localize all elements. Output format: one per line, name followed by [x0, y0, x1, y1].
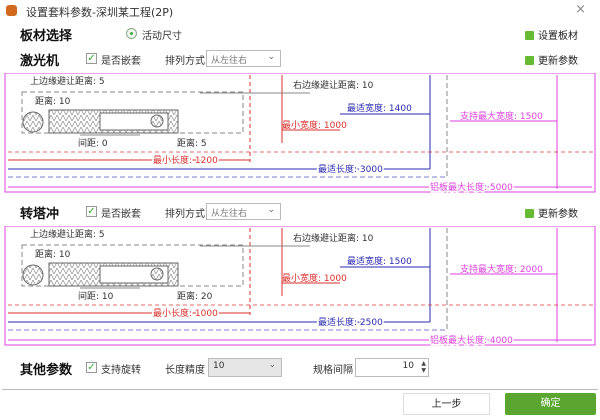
- stepper-arrows-icon[interactable]: ▲ ▼: [421, 360, 426, 374]
- max-length-label: 铝板最大长度: 5000: [430, 181, 513, 193]
- nest-checkbox[interactable]: ✓: [86, 206, 97, 217]
- update-params-button[interactable]: 更新参数: [525, 52, 578, 67]
- spacing-value: 10: [402, 361, 414, 371]
- spacing-stepper[interactable]: 10 ▲ ▼: [355, 358, 429, 377]
- max-width-label: 支持最大宽度: 2000: [460, 263, 543, 275]
- panel-label: 转塔冲: [20, 207, 60, 222]
- prev-step-button[interactable]: 上一步: [403, 393, 490, 415]
- min-length-label: 最小长度: 1200: [153, 154, 218, 166]
- max-board-outline: [4, 226, 596, 346]
- arrange-value: 从左往右: [211, 56, 248, 66]
- min-length-label: 最小长度: 1000: [153, 307, 218, 319]
- max-length-label: 铝板最大长度: 4000: [430, 334, 513, 346]
- rotate-label: 支持旋转: [101, 365, 141, 376]
- bottom-distance-label: 距离: 20: [177, 290, 213, 302]
- best-width-label: 最适宽度: 1400: [347, 102, 412, 114]
- set-board-label: 设置板材: [538, 31, 578, 42]
- update-params-button[interactable]: 更新参数: [525, 205, 578, 220]
- left-distance-label: 距离: 10: [35, 95, 71, 107]
- best-width-label: 最适宽度: 1500: [347, 255, 412, 267]
- app-icon: [6, 5, 17, 16]
- part-hole: [150, 267, 164, 281]
- footer-divider: [2, 389, 598, 390]
- right-margin-label: 右边缘避让距离: 10: [293, 79, 374, 91]
- ok-button[interactable]: 确定: [505, 393, 596, 415]
- part-cutout: [99, 265, 169, 284]
- bottom-distance-label: 距离: 5: [177, 137, 207, 149]
- top-margin-label: 上边缘避让距离: 5: [30, 228, 105, 240]
- edit-icon: [525, 209, 534, 218]
- edit-icon: [525, 56, 534, 65]
- gap-label: 间距: 0: [78, 137, 108, 149]
- nest-label: 是否嵌套: [101, 56, 141, 67]
- precision-value: 10: [213, 361, 225, 371]
- active-size-radio[interactable]: [126, 28, 137, 39]
- board-selection-label: 板材选择: [20, 29, 73, 44]
- nest-checkbox[interactable]: ✓: [86, 53, 97, 64]
- nest-label: 是否嵌套: [101, 209, 141, 220]
- set-board-button[interactable]: 设置板材: [525, 27, 578, 42]
- left-distance-label: 距离: 10: [35, 248, 71, 260]
- other-params-label: 其他参数: [20, 363, 73, 378]
- layout-diagram: 上边缘避让距离: 5 距离: 10 间距: 10 距离: 20 右边缘避让距离:…: [4, 226, 596, 348]
- arrange-select[interactable]: 从左往右 ⌄: [206, 50, 281, 67]
- best-length-label: 最适长度: 3000: [318, 163, 383, 175]
- layout-diagram: 上边缘避让距离: 5 距离: 10 间距: 0 距离: 5 右边缘避让距离: 1…: [4, 73, 596, 195]
- min-width-label: 最小宽度: 1000: [282, 272, 347, 284]
- chevron-down-icon: ⌄: [267, 52, 275, 62]
- top-margin-label: 上边缘避让距离: 5: [30, 75, 105, 87]
- min-width-label: 最小宽度: 1000: [282, 119, 347, 131]
- part-circle: [22, 111, 44, 133]
- part-hole: [150, 114, 164, 128]
- gap-label: 间距: 10: [78, 290, 114, 302]
- chevron-down-icon: ⌄: [267, 205, 275, 215]
- part-cutout: [99, 112, 169, 131]
- close-button[interactable]: ×: [575, 2, 586, 17]
- arrange-select[interactable]: 从左往右 ⌄: [206, 203, 281, 220]
- precision-select[interactable]: 10 ⌄: [208, 358, 282, 377]
- spacing-label: 规格间隔: [313, 365, 353, 376]
- rotate-checkbox[interactable]: ✓: [86, 362, 97, 373]
- right-margin-label: 右边缘避让距离: 10: [293, 232, 374, 244]
- arrange-value: 从左往右: [211, 209, 248, 219]
- chevron-down-icon: ⌄: [268, 360, 276, 370]
- precision-label: 长度精度: [165, 365, 205, 376]
- active-size-label: 活动尺寸: [142, 31, 182, 42]
- arrange-label: 排列方式: [165, 209, 205, 220]
- window-title: 设置套料参数-深圳某工程(2P): [26, 6, 174, 19]
- max-width-label: 支持最大宽度: 1500: [460, 110, 543, 122]
- best-length-label: 最适长度: 2500: [318, 316, 383, 328]
- part-circle: [22, 264, 44, 286]
- arrange-label: 排列方式: [165, 56, 205, 67]
- panel-label: 激光机: [20, 54, 60, 69]
- max-board-outline: [4, 73, 596, 193]
- update-params-label: 更新参数: [538, 56, 578, 67]
- edit-icon: [525, 31, 534, 40]
- update-params-label: 更新参数: [538, 209, 578, 220]
